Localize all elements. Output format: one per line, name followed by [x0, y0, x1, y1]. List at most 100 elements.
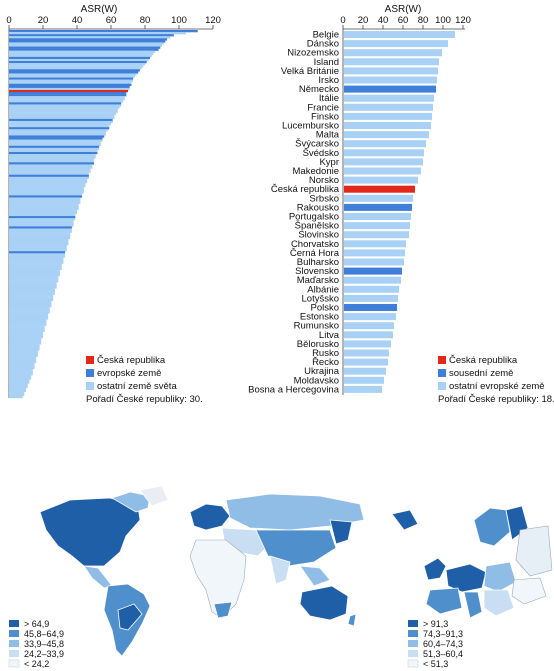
europe-bar [344, 385, 382, 393]
world-bar [9, 253, 66, 256]
world-bar [9, 50, 156, 53]
world-bar [9, 321, 47, 324]
world-bar [9, 348, 40, 351]
world-chart-legend: Česká republika evropské země ostatní ze… [86, 355, 203, 405]
europe-chart-bars [344, 31, 455, 393]
world-bar [9, 143, 101, 146]
world-bar [9, 296, 54, 299]
eu-map-scandinavia [473, 507, 511, 547]
world-bar [9, 350, 38, 353]
europe-bar [344, 122, 431, 129]
world-bar [9, 180, 88, 184]
world-chart-bars [9, 30, 198, 399]
world-bar [9, 354, 38, 357]
world-bar [9, 83, 132, 87]
world-bar [9, 323, 47, 326]
europe-country-label: Řecko [312, 357, 339, 368]
europe-bar [344, 85, 436, 93]
europe-country-label: Chorvatsko [291, 239, 339, 250]
europe-country-label: Moldavsko [294, 375, 339, 386]
world-bar [9, 282, 57, 285]
eu-map-iberia [425, 587, 463, 615]
world-bar [9, 108, 118, 111]
world-bar [9, 166, 93, 169]
world-bar [9, 151, 98, 155]
world-bar [9, 102, 122, 105]
europe-country-label: Irsko [318, 75, 339, 86]
map-south-africa [213, 601, 233, 619]
world-tick-label: 0 [6, 15, 11, 26]
europe-country-label: Bulharsko [297, 257, 339, 268]
world-bar [9, 294, 54, 297]
europe-tick-label: 20 [358, 15, 369, 26]
world-bar [9, 131, 106, 134]
world-bar [9, 164, 93, 167]
world-tick-label: 20 [38, 15, 49, 26]
world-bar [9, 52, 154, 56]
world-bar [9, 48, 159, 51]
world-bar [9, 269, 60, 273]
world-bar [9, 364, 35, 368]
world-bar [9, 389, 26, 392]
world-bar [9, 300, 52, 304]
europe-legend-swatch-5 [407, 659, 419, 668]
world-bar [9, 203, 79, 206]
world-bar [9, 315, 49, 318]
eu-map-central-east [483, 561, 517, 593]
world-bar [9, 276, 59, 279]
world-bar [9, 381, 30, 384]
europe-country-label: Itálie [319, 93, 339, 104]
world-legend-label-4: 24,2–33,9 [24, 649, 64, 659]
world-bar [9, 379, 30, 382]
world-bar [9, 220, 74, 223]
europe-legend-swatch-4 [408, 650, 418, 657]
world-bar [9, 371, 33, 374]
world-bar [9, 333, 43, 337]
world-bar [9, 342, 42, 345]
world-legend-label-2: 45,8–64,9 [24, 629, 64, 639]
world-bar [9, 170, 91, 173]
world-bar [9, 162, 94, 165]
europe-bar [344, 140, 426, 148]
world-bar [9, 346, 40, 349]
world-legend-label-3: 33,9–45,8 [24, 639, 64, 649]
world-bar [9, 73, 137, 76]
europe-bar [344, 112, 432, 120]
world-bar [9, 32, 186, 35]
europe-bar [344, 31, 455, 38]
world-bar [9, 176, 89, 180]
world-bar [9, 129, 108, 132]
world-bar [9, 395, 23, 399]
world-bar [9, 34, 174, 37]
world-bar [9, 106, 120, 109]
world-bar [9, 125, 110, 128]
europe-legend-label-3: 60,4–74,3 [423, 639, 463, 649]
europe-country-label: Bělorusko [297, 339, 339, 350]
world-bar [9, 317, 49, 320]
world-bar [9, 123, 111, 126]
europe-bar [344, 294, 398, 302]
world-bar [9, 110, 118, 113]
world-bar [9, 185, 86, 188]
world-bar [9, 273, 60, 277]
world-bar [9, 178, 88, 182]
world-bar [9, 377, 32, 380]
legend-swatch-czech [86, 356, 94, 364]
world-bar [9, 187, 84, 190]
map-southeast-asia [299, 565, 331, 587]
europe-bar [344, 67, 438, 75]
europe-legend-label-5: < 51,3 [423, 659, 448, 669]
world-bar [9, 249, 67, 252]
world-bar [9, 234, 71, 237]
europe-bar [344, 158, 423, 166]
world-bar [9, 366, 35, 370]
world-bar [9, 172, 89, 175]
world-legend-swatch-3 [9, 640, 19, 647]
world-bar [9, 375, 32, 378]
world-bar [9, 69, 140, 72]
eu-map-central-west [445, 563, 487, 593]
world-bar [9, 344, 40, 347]
europe-country-label: Švédsko [303, 148, 339, 159]
europe-country-label: Albánie [307, 284, 339, 295]
